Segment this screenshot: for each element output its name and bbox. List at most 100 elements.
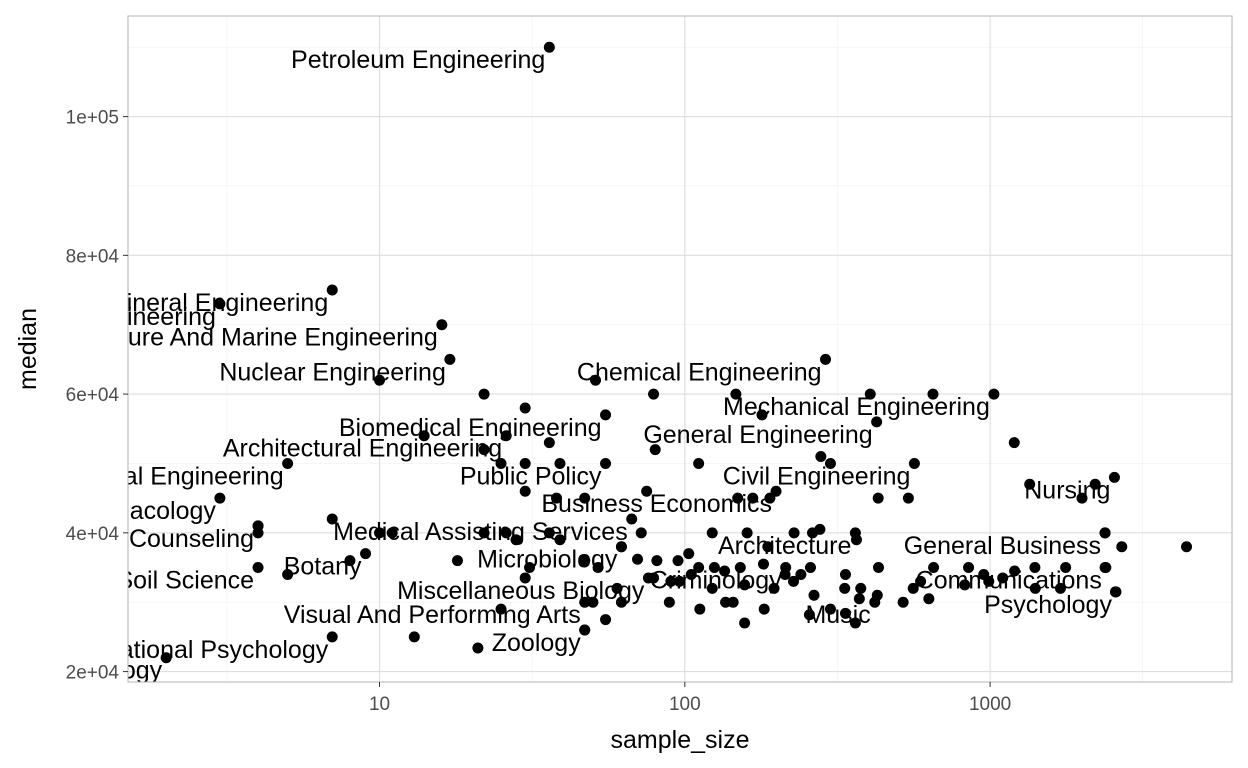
point-label: Mining And Mineral Engineering	[0, 289, 328, 317]
point-label: Microbiology	[477, 546, 618, 574]
labeled-data-point	[360, 548, 372, 560]
point-labels: Petroleum Engineering Mining And Mineral …	[0, 46, 1112, 682]
data-point	[694, 603, 706, 615]
point-label: Business Economics	[541, 490, 772, 518]
labeled-data-point	[820, 353, 832, 365]
point-label: Metallurgical Engineering	[0, 303, 216, 331]
data-point	[808, 589, 820, 601]
point-label: Geological And Geophysical Engineering	[0, 462, 284, 490]
data-point	[727, 596, 739, 608]
data-point	[768, 582, 780, 594]
point-label: General Business	[904, 532, 1101, 560]
point-label: School Student Counseling	[0, 525, 254, 553]
data-point	[963, 562, 975, 574]
data-point	[543, 527, 555, 539]
labeled-data-point	[252, 520, 264, 532]
point-label: Architecture	[718, 532, 851, 560]
data-point	[673, 575, 685, 587]
data-point	[706, 582, 718, 594]
data-point	[853, 593, 865, 605]
data-point	[1008, 437, 1020, 449]
y-tick-label: 6e+04	[66, 385, 120, 406]
data-point	[788, 527, 800, 539]
point-label: Chemical Engineering	[577, 358, 822, 386]
data-point	[732, 492, 744, 504]
point-label: Visual And Performing Arts	[284, 601, 581, 629]
labeled-data-point	[1099, 527, 1111, 539]
point-label: Nursing	[1024, 476, 1110, 504]
data-point	[997, 572, 1009, 584]
labeled-data-point	[579, 624, 591, 636]
labeled-data-point	[282, 457, 294, 469]
point-label: Pharmacology	[56, 497, 216, 525]
data-point	[803, 609, 815, 621]
data-point	[1076, 492, 1088, 504]
data-point	[907, 582, 919, 594]
labeled-data-point	[326, 631, 338, 643]
data-point	[795, 568, 807, 580]
data-point	[326, 513, 338, 525]
data-point	[787, 575, 799, 587]
data-point	[386, 527, 398, 539]
data-point	[1054, 582, 1066, 594]
point-label: Psychology	[984, 591, 1112, 619]
data-point	[1116, 541, 1128, 553]
data-point	[747, 492, 759, 504]
labeled-data-point	[1110, 586, 1122, 598]
axis-tick-labels: 10 100 1000 2e+04 4e+04 6e+04 8e+04 1e+05	[66, 108, 1012, 715]
labeled-data-point	[780, 562, 792, 574]
data-point	[282, 568, 294, 580]
data-point	[495, 457, 507, 469]
data-point	[1009, 565, 1021, 577]
data-point	[683, 548, 695, 560]
labeled-data-point	[214, 492, 226, 504]
data-point	[641, 485, 653, 497]
labeled-data-point	[908, 457, 920, 469]
data-point	[1181, 541, 1193, 553]
labeled-data-point	[642, 572, 654, 584]
data-point	[927, 388, 939, 400]
data-point	[915, 575, 927, 587]
data-point	[615, 596, 627, 608]
data-point	[554, 457, 566, 469]
labeled-data-point	[871, 416, 883, 428]
x-tick-label: 1000	[969, 694, 1011, 715]
labeled-data-point	[160, 652, 172, 664]
x-tick-label: 100	[669, 694, 701, 715]
point-label: Public Policy	[460, 462, 602, 490]
point-label: Educational Psychology	[63, 636, 329, 664]
data-point	[587, 596, 599, 608]
data-point	[510, 534, 522, 546]
data-point	[519, 485, 531, 497]
labeled-data-point	[600, 457, 612, 469]
data-point	[374, 374, 386, 386]
y-tick-label: 1e+05	[66, 108, 119, 129]
data-point	[635, 527, 647, 539]
data-point	[693, 562, 705, 574]
x-tick-label: 10	[369, 694, 390, 715]
point-label: Miscellaneous Biology	[397, 577, 645, 605]
data-point	[762, 541, 774, 553]
data-point	[758, 603, 770, 615]
data-point	[579, 492, 591, 504]
data-point	[730, 388, 742, 400]
data-point	[720, 596, 732, 608]
point-label: Mechanical Engineering	[723, 393, 990, 421]
data-point	[897, 596, 909, 608]
labeled-data-point	[444, 353, 456, 365]
data-point	[663, 596, 675, 608]
data-point	[719, 565, 731, 577]
point-label: Naval Architecture And Marine Engineerin…	[0, 324, 438, 352]
data-point	[632, 553, 644, 565]
data-point	[649, 444, 661, 456]
data-point	[839, 568, 851, 580]
labeled-data-point	[770, 485, 782, 497]
point-label: Biomedical Engineering	[339, 414, 602, 442]
y-tick-label: 8e+04	[66, 246, 120, 267]
labeled-data-point	[252, 562, 264, 574]
data-point	[708, 562, 720, 574]
data-points	[160, 41, 1193, 664]
labeled-data-point	[626, 513, 638, 525]
minor-gridlines	[128, 16, 1232, 682]
point-label: Zoology	[492, 629, 581, 657]
